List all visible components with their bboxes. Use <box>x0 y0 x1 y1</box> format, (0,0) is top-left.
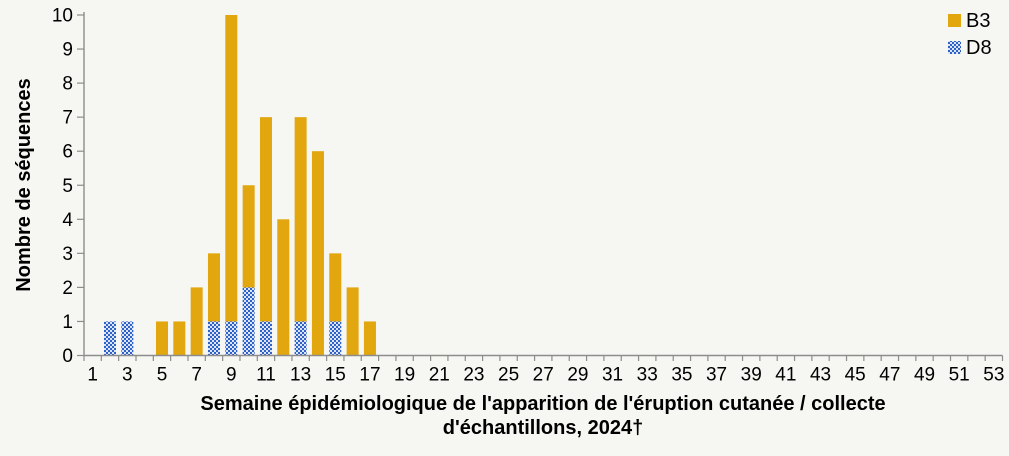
bar-segment-b3-week-6 <box>173 321 186 356</box>
bar-segment-b3-week-14 <box>311 151 324 356</box>
x-tick-label: 7 <box>191 365 202 386</box>
x-tick-label: 3 <box>122 365 133 386</box>
x-tick-label: 29 <box>567 365 588 386</box>
x-tick-label: 9 <box>226 365 237 386</box>
y-tick-label: 9 <box>62 40 73 61</box>
legend-label-b3: B3 <box>966 10 990 32</box>
y-axis-title: Nombre de séquences <box>13 78 35 291</box>
legend-label-d8: D8 <box>966 37 992 59</box>
x-tick-label: 31 <box>602 365 623 386</box>
legend: B3 D8 <box>948 10 992 59</box>
bar-segment-b3-week-15 <box>329 253 342 322</box>
legend-swatch-b3 <box>948 14 961 27</box>
bar-segment-d8-week-15 <box>329 321 342 356</box>
y-tick-label: 2 <box>62 278 73 299</box>
bar-segment-d8-week-2 <box>104 321 116 356</box>
y-tick-label: 8 <box>62 74 73 95</box>
x-tick-label: 35 <box>671 365 692 386</box>
bar-segment-b3-week-5 <box>155 321 168 356</box>
y-tick-label: 6 <box>62 142 73 163</box>
y-tick-label: 0 <box>62 346 73 367</box>
bars-layer <box>104 15 376 356</box>
x-tick-label: 53 <box>983 365 1004 386</box>
y-tick-label: 3 <box>62 244 73 265</box>
x-tick-label: 15 <box>325 365 346 386</box>
x-tick-label: 51 <box>949 365 970 386</box>
x-tick-label: 5 <box>157 365 168 386</box>
bar-segment-b3-week-10 <box>242 185 255 288</box>
x-tick-label: 19 <box>394 365 415 386</box>
x-axis-title-line1: Semaine épidémiologique de l'apparition … <box>200 393 885 415</box>
bar-segment-b3-week-9 <box>225 15 238 322</box>
x-axis-title-line2: d'échantillons, 2024† <box>443 417 643 439</box>
x-tick-label: 41 <box>775 365 796 386</box>
bar-segment-d8-week-3 <box>121 321 134 356</box>
x-tick-label: 43 <box>810 365 831 386</box>
x-tick-label: 21 <box>429 365 450 386</box>
x-tick-label: 13 <box>290 365 311 386</box>
y-tick-label: 10 <box>52 6 73 27</box>
bar-segment-b3-week-11 <box>259 117 272 322</box>
x-tick-label: 27 <box>533 365 554 386</box>
legend-swatch-d8 <box>948 41 961 54</box>
x-tick-label: 11 <box>256 365 276 386</box>
bar-segment-d8-week-11 <box>259 321 272 356</box>
bar-segment-d8-week-10 <box>242 287 255 356</box>
x-tick-label: 17 <box>359 365 380 386</box>
bar-segment-b3-week-13 <box>294 117 307 322</box>
y-tick-label: 1 <box>62 312 73 333</box>
y-tick-label: 4 <box>62 210 73 231</box>
x-tick-label: 33 <box>637 365 658 386</box>
x-tick-label: 39 <box>741 365 762 386</box>
bar-segment-b3-week-17 <box>363 321 376 356</box>
bar-segment-b3-week-12 <box>277 219 290 356</box>
x-tick-label: 37 <box>706 365 727 386</box>
x-tick-label: 45 <box>845 365 866 386</box>
y-tick-label: 5 <box>62 176 73 197</box>
bar-segment-d8-week-13 <box>294 321 307 356</box>
bar-segment-b3-week-7 <box>190 287 203 356</box>
x-tick-label: 49 <box>914 365 935 386</box>
x-tick-label: 1 <box>87 365 98 386</box>
bar-segment-b3-week-8 <box>207 253 220 322</box>
bar-segment-b3-week-16 <box>346 287 359 356</box>
x-tick-label: 47 <box>879 365 900 386</box>
x-tick-label: 25 <box>498 365 519 386</box>
y-tick-label: 7 <box>62 108 73 129</box>
x-tick-label: 23 <box>463 365 484 386</box>
bar-segment-d8-week-9 <box>225 321 238 356</box>
bar-segment-d8-week-8 <box>207 321 220 356</box>
